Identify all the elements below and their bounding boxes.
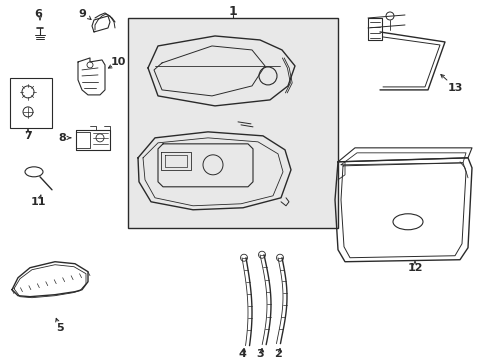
- Text: 5: 5: [56, 323, 63, 333]
- Text: 1: 1: [228, 5, 237, 18]
- Text: 2: 2: [274, 348, 281, 359]
- Bar: [128, 18, 337, 228]
- Text: 8: 8: [58, 133, 66, 143]
- Text: 10: 10: [110, 57, 125, 67]
- Text: 7: 7: [24, 131, 32, 141]
- Text: 12: 12: [407, 263, 422, 273]
- Text: 4: 4: [238, 348, 245, 359]
- Text: 3: 3: [256, 348, 263, 359]
- Text: 6: 6: [34, 9, 42, 19]
- Text: 13: 13: [447, 83, 462, 93]
- Text: 9: 9: [78, 9, 86, 19]
- Text: 11: 11: [30, 197, 46, 207]
- Bar: [10, 78, 52, 128]
